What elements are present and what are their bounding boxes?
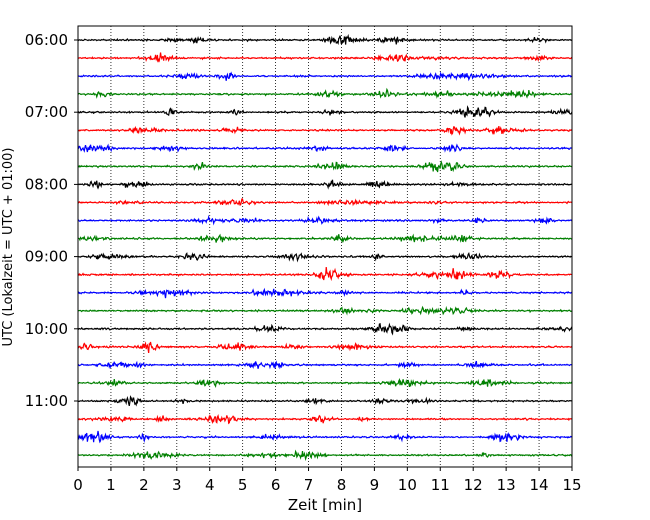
trace-0830 xyxy=(77,214,573,226)
x-axis: 0 1 2 3 4 5 6 7 8 9 10 11 12 13 14 15 xyxy=(73,467,582,494)
x-tick-label: 15 xyxy=(562,476,581,494)
x-tick-label: 12 xyxy=(464,476,483,494)
trace-0845 xyxy=(77,233,573,244)
trace-0815 xyxy=(77,198,573,207)
x-tick-label: 8 xyxy=(337,476,347,494)
x-tick-label: 13 xyxy=(497,476,516,494)
y-axis: 06:00 07:00 08:00 09:00 10:00 11:00 xyxy=(25,31,78,410)
x-tick-label: 0 xyxy=(73,476,83,494)
x-tick-label: 2 xyxy=(139,476,149,494)
trace-0700 xyxy=(77,105,573,118)
x-tick-label: 7 xyxy=(304,476,314,494)
y-tick-label: 11:00 xyxy=(25,392,68,410)
traces xyxy=(77,33,573,462)
plot-frame xyxy=(77,25,573,468)
trace-1145 xyxy=(77,449,573,462)
trace-1130 xyxy=(77,430,573,444)
trace-0615 xyxy=(77,52,573,63)
x-tick-label: 9 xyxy=(370,476,380,494)
trace-0945 xyxy=(77,305,573,316)
trace-1045 xyxy=(77,377,573,388)
x-tick-label: 3 xyxy=(172,476,182,494)
trace-0645 xyxy=(77,87,573,99)
trace-0600 xyxy=(77,33,573,46)
trace-0915 xyxy=(77,266,573,282)
trace-0930 xyxy=(77,287,573,299)
trace-1100 xyxy=(77,395,573,407)
trace-1015 xyxy=(77,341,573,353)
y-tick-label: 08:00 xyxy=(25,175,68,193)
x-tick-label: 11 xyxy=(431,476,450,494)
x-axis-label: Zeit [min] xyxy=(288,496,362,514)
trace-1030 xyxy=(77,360,573,370)
trace-1115 xyxy=(77,413,573,425)
y-tick-label: 10:00 xyxy=(25,320,68,338)
x-tick-label: 14 xyxy=(530,476,549,494)
x-tick-label: 6 xyxy=(271,476,281,494)
y-tick-label: 07:00 xyxy=(25,103,68,121)
trace-0745 xyxy=(77,160,573,173)
trace-0900 xyxy=(77,251,573,263)
x-tick-label: 10 xyxy=(398,476,417,494)
y-tick-label: 09:00 xyxy=(25,248,68,266)
x-tick-label: 1 xyxy=(106,476,116,494)
trace-0730 xyxy=(77,143,573,153)
x-tick-label: 4 xyxy=(205,476,215,494)
x-tick-label: 5 xyxy=(238,476,248,494)
y-tick-label: 06:00 xyxy=(25,31,68,49)
y-axis-label: UTC (Lokalzeit = UTC + 01:00) xyxy=(1,148,16,347)
trace-0630 xyxy=(77,71,573,82)
trace-0800 xyxy=(77,179,573,190)
trace-1000 xyxy=(77,322,573,336)
trace-0715 xyxy=(77,125,573,136)
